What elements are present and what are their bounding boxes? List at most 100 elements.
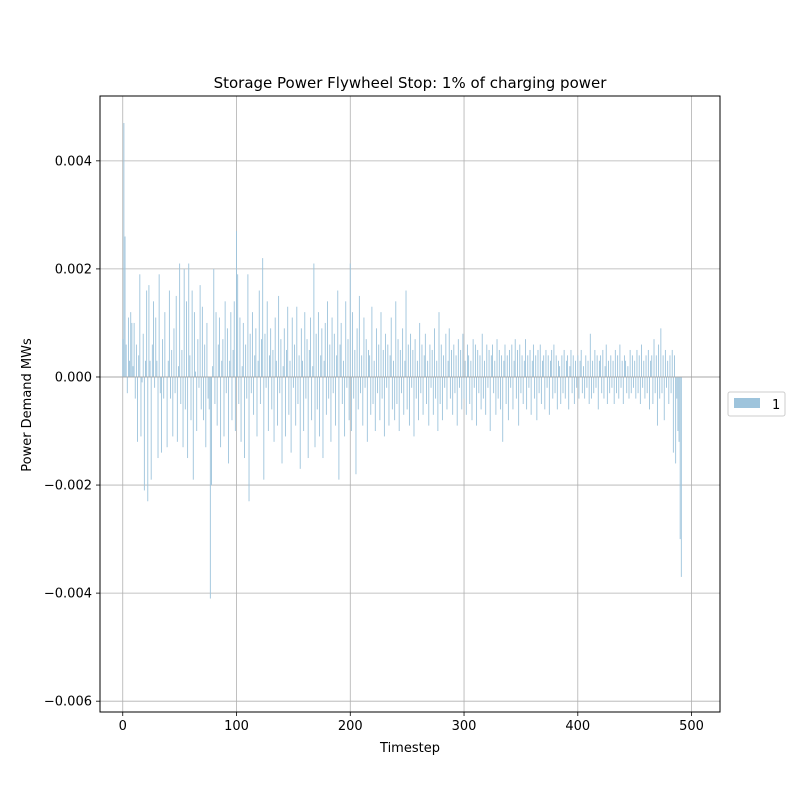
bar [378,344,380,377]
bar [473,376,475,388]
bar [627,366,629,377]
bar [284,376,286,437]
bar [370,376,372,415]
bar [655,355,657,377]
bar [203,376,204,421]
bar [426,376,427,404]
bar [641,344,642,377]
bar [635,376,637,399]
bar [259,376,261,404]
bar [190,376,192,421]
bar [405,290,407,377]
bar [126,376,128,394]
bar [584,376,586,399]
bar [680,376,682,577]
bar [187,376,189,459]
bar [356,328,358,377]
bar [548,376,550,415]
bar [215,312,217,377]
bar [537,349,539,377]
bar [189,355,191,377]
bar [158,274,160,377]
bar [180,376,182,404]
bar [159,376,161,394]
bar [436,360,438,377]
bar [382,349,384,377]
bar [142,333,144,377]
bar [613,376,615,404]
bar [586,376,588,388]
bar [206,322,208,377]
bar [280,339,282,377]
bar [270,328,272,377]
x-tick-label: 100 [224,719,249,734]
bar [225,376,227,394]
bar [274,317,276,377]
bar [630,376,632,394]
bar [562,376,564,394]
bar [372,376,374,404]
bar [539,344,541,377]
x-tick-label: 300 [452,719,477,734]
bar [534,376,536,399]
bar [637,376,639,394]
bar [520,376,522,394]
bar [358,295,360,377]
bar [347,339,349,377]
bar [437,376,439,432]
bar [332,376,334,394]
bar [413,376,415,437]
bar [459,376,460,388]
bar [480,376,482,410]
bar [269,355,270,377]
bar [546,376,548,388]
bar [644,376,646,399]
bar [576,376,578,388]
bar [518,376,520,426]
y-tick-label: −0.006 [44,695,92,710]
bar [296,306,298,377]
y-tick-label: −0.002 [44,479,92,494]
bar [231,376,233,421]
bar [646,376,648,394]
x-tick-label: 500 [679,719,704,734]
bar [217,344,219,377]
bar [295,376,297,426]
bar [455,355,457,377]
bar [224,301,226,377]
bar [379,376,381,421]
bar [264,333,266,377]
bar [401,376,402,394]
bar [558,360,559,377]
bar [403,376,405,415]
bar [166,376,168,448]
bar [250,376,252,394]
bar [661,376,663,394]
bar [134,376,136,399]
bar [176,376,178,442]
bar [621,360,623,377]
bar [377,376,379,394]
bar [588,376,590,404]
bar [281,376,283,464]
bar [472,339,474,377]
bar [247,274,249,377]
bar [327,301,328,377]
bar [331,317,333,377]
bar [139,274,141,377]
bar [616,376,617,394]
bar [469,376,471,404]
bar [290,376,292,453]
bar [580,349,582,377]
bar [498,349,500,377]
bar [519,344,521,377]
bar [325,376,327,415]
bar [371,306,373,377]
bar [678,376,680,442]
bar [328,376,330,399]
bar [237,274,239,377]
bar [151,344,153,377]
bar [374,376,376,432]
bar [229,360,231,377]
bar [468,355,470,377]
